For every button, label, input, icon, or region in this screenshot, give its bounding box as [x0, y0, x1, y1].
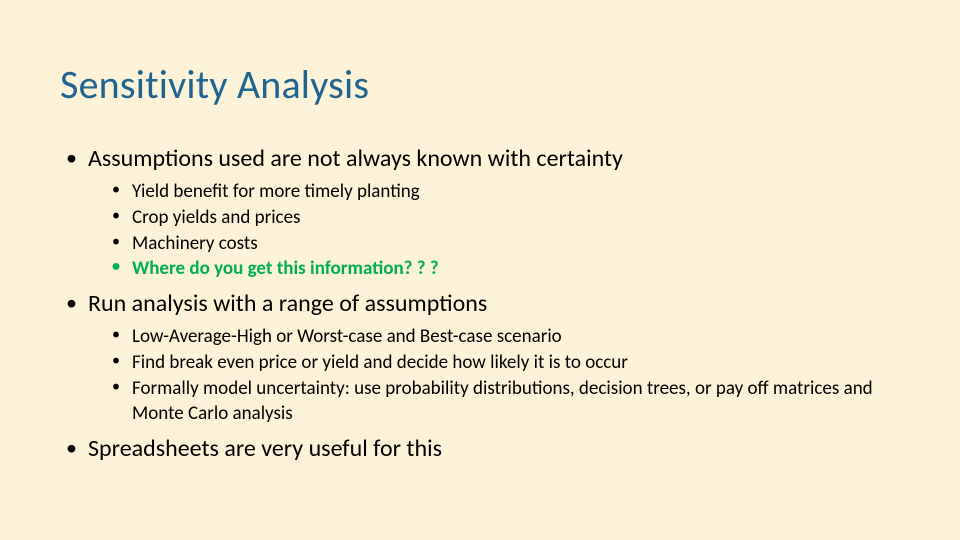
bullet-item: Assumptions used are not always known wi…: [60, 143, 900, 282]
bullet-text: Assumptions used are not always known wi…: [88, 144, 623, 173]
bullet-list: Assumptions used are not always known wi…: [60, 143, 900, 465]
sub-bullet-item-highlight: Where do you get this information? ? ?: [88, 256, 900, 282]
slide-title: Sensitivity Analysis: [60, 60, 900, 109]
sub-bullet-item: Machinery costs: [88, 231, 900, 257]
sub-bullet-item: Find break even price or yield and decid…: [88, 350, 900, 376]
sub-bullet-item: Yield benefit for more timely planting: [88, 179, 900, 205]
sub-bullet-list: Low-Average-High or Worst-case and Best-…: [88, 324, 900, 427]
bullet-item: Run analysis with a range of assumptions…: [60, 288, 900, 427]
bullet-item: Spreadsheets are very useful for this: [60, 433, 900, 465]
sub-bullet-item: Formally model uncertainty: use probabil…: [88, 376, 900, 427]
sub-bullet-list: Yield benefit for more timely planting C…: [88, 179, 900, 282]
slide: Sensitivity Analysis Assumptions used ar…: [0, 0, 960, 540]
sub-bullet-item: Low-Average-High or Worst-case and Best-…: [88, 324, 900, 350]
bullet-text: Spreadsheets are very useful for this: [88, 434, 442, 463]
sub-bullet-item: Crop yields and prices: [88, 205, 900, 231]
bullet-text: Run analysis with a range of assumptions: [88, 289, 487, 318]
